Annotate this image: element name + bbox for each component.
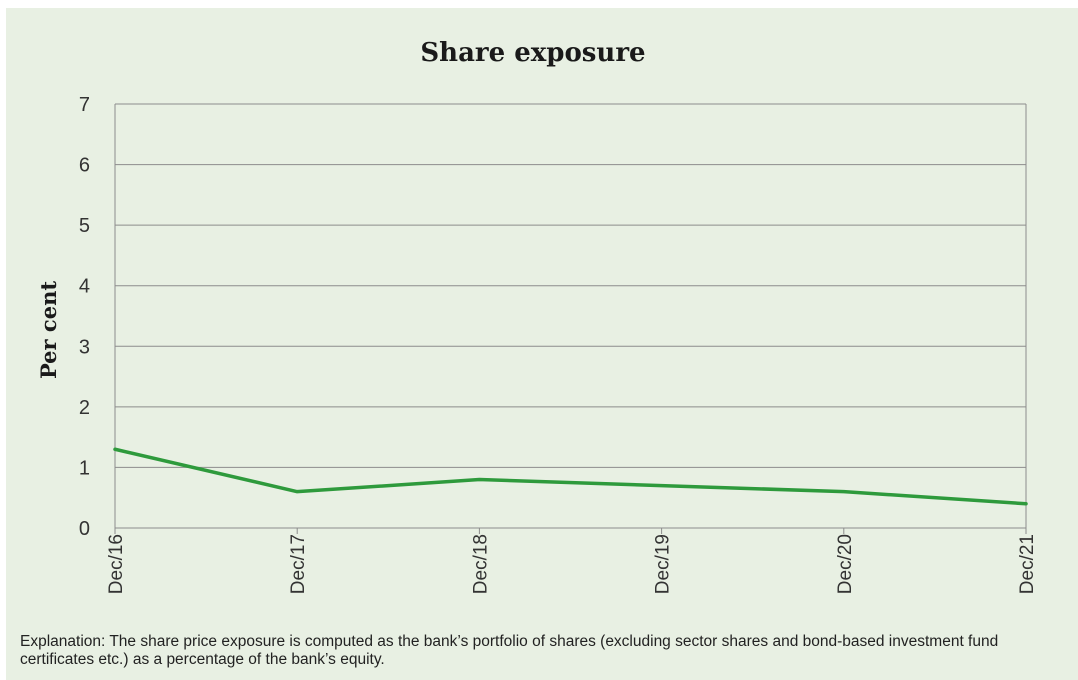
x-tick-label: Dec/20 <box>835 534 856 594</box>
y-tick-label: 6 <box>79 155 90 177</box>
axes <box>114 104 1027 534</box>
x-tick-label: Dec/19 <box>653 534 674 594</box>
explanation-note: Explanation: The share price exposure is… <box>20 633 999 668</box>
x-tick-label: Dec/21 <box>1017 534 1038 594</box>
gridlines <box>115 103 1026 529</box>
y-tick-labels: 0 1 2 3 4 5 6 7 <box>79 94 90 540</box>
y-tick-label: 3 <box>79 336 90 358</box>
x-tick-label: Dec/17 <box>288 534 309 594</box>
y-tick-label: 7 <box>79 94 90 116</box>
x-tick-label: Dec/18 <box>470 534 491 594</box>
y-tick-label: 5 <box>79 215 90 237</box>
series-line <box>113 447 1028 506</box>
x-tick-label: Dec/16 <box>106 534 127 594</box>
chart-panel <box>6 8 1078 680</box>
series <box>113 447 1028 506</box>
chart-title: Share exposure <box>420 38 645 68</box>
y-tick-label: 2 <box>79 397 90 419</box>
y-tick-label: 0 <box>79 518 90 540</box>
y-tick-label: 1 <box>79 457 90 479</box>
y-tick-label: 4 <box>79 276 90 298</box>
x-tick-labels: Dec/16 Dec/17 Dec/18 Dec/19 Dec/20 Dec/21 <box>106 534 1038 594</box>
y-axis-label: Per cent <box>36 281 61 379</box>
